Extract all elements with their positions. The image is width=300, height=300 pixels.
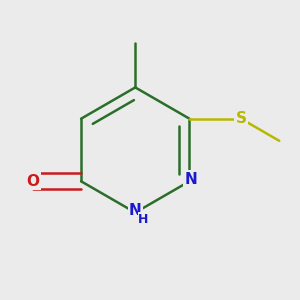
Text: N: N	[185, 172, 198, 187]
Text: S: S	[236, 111, 247, 126]
Text: O: O	[27, 174, 40, 189]
Text: H: H	[138, 213, 148, 226]
Text: N: N	[129, 203, 142, 218]
